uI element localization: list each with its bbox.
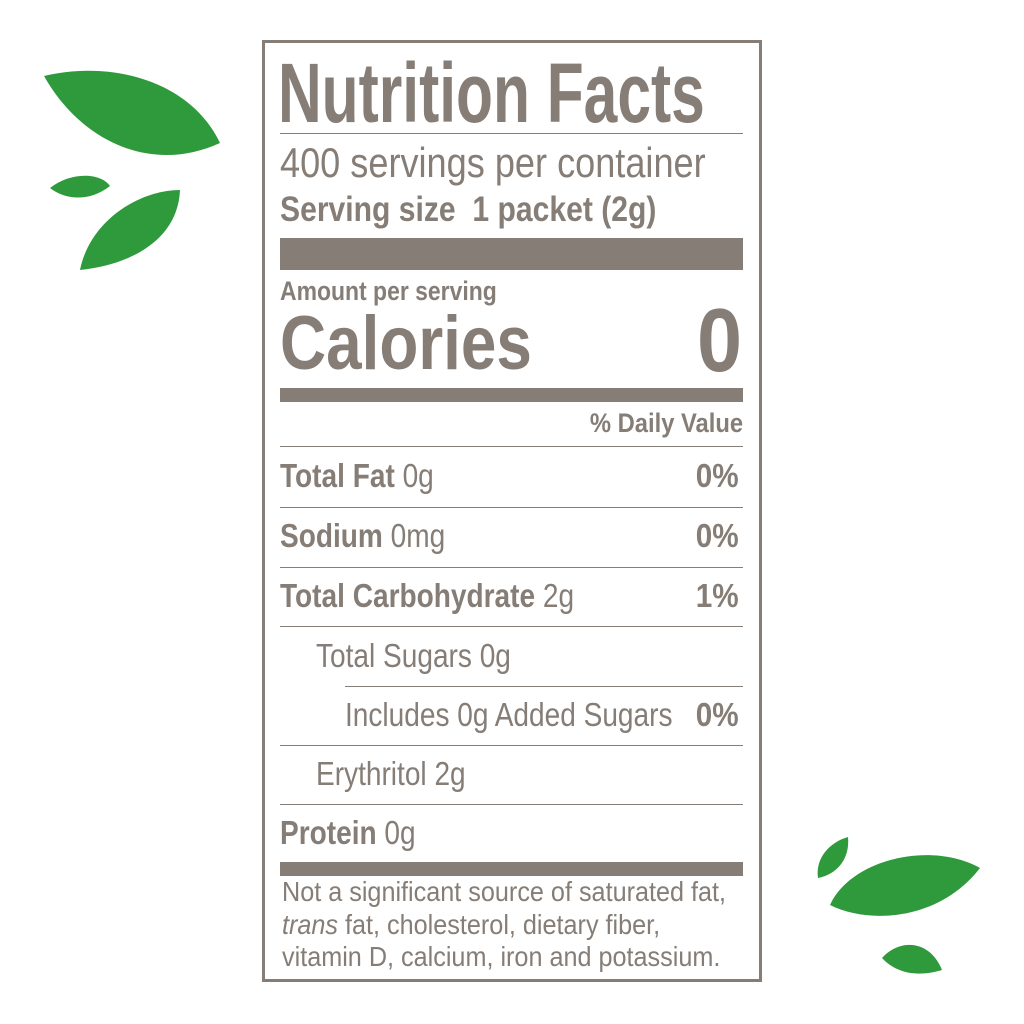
thick-divider: [280, 238, 743, 270]
nutrient-row-total-sugars: Total Sugars 0g: [316, 637, 511, 674]
divider: [280, 507, 743, 508]
leaf-icon: [830, 855, 980, 916]
medium-divider: [280, 388, 743, 402]
divider: [345, 686, 743, 687]
nutrient-row-sodium: Sodium 0mg 0%: [280, 517, 739, 554]
leaf-icon: [80, 190, 180, 270]
serving-size: Serving size 1 packet (2g): [280, 190, 657, 229]
leaf-icon: [882, 944, 942, 974]
divider: [280, 133, 743, 134]
daily-value-header: % Daily Value: [589, 408, 743, 438]
nutrient-row-total-fat: Total Fat 0g 0%: [280, 457, 739, 494]
nutrition-facts-panel: [262, 40, 762, 982]
servings-per-container: 400 servings per container: [280, 139, 706, 186]
leaf-icon: [50, 175, 110, 198]
title: Nutrition Facts: [278, 46, 705, 140]
divider: [280, 804, 743, 805]
amount-per-serving: Amount per serving: [280, 276, 497, 306]
divider: [280, 626, 743, 627]
nutrient-row-added-sugars: Includes 0g Added Sugars 0%: [345, 696, 739, 733]
calories-label: Calories: [280, 301, 532, 386]
divider: [280, 567, 743, 568]
leaf-icon: [817, 837, 849, 878]
nutrient-row-protein: Protein 0g: [280, 814, 416, 851]
leaf-icon: [44, 70, 220, 156]
footnote: Not a significant source of saturated fa…: [282, 876, 727, 972]
medium-divider: [280, 862, 743, 876]
calories-value: 0: [696, 291, 742, 391]
divider: [280, 446, 743, 447]
nutrient-row-total-carbohydrate: Total Carbohydrate 2g 1%: [280, 577, 739, 614]
divider: [280, 745, 743, 746]
nutrient-row-erythritol: Erythritol 2g: [316, 755, 466, 792]
